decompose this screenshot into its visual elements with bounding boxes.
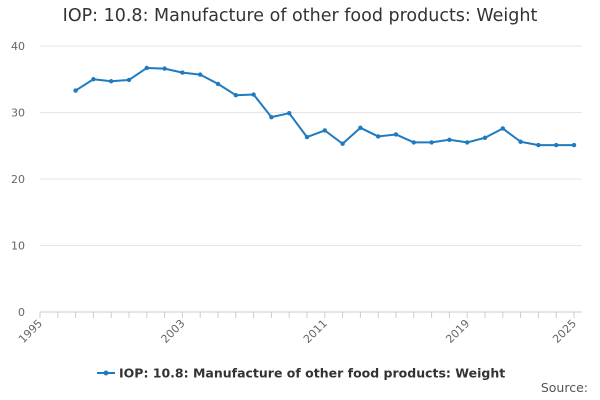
x-tick-label-2003: 2003 [159, 317, 188, 346]
y-tick-label-40: 40 [11, 40, 25, 53]
x-tick-label-1995: 1995 [16, 317, 45, 346]
data-point-2004[interactable] [198, 72, 203, 77]
x-tick-label-2011: 2011 [301, 317, 330, 346]
data-point-2017[interactable] [429, 140, 434, 145]
data-point-2022[interactable] [518, 139, 523, 144]
data-point-2020[interactable] [482, 135, 488, 140]
y-tick-label-0: 0 [18, 306, 25, 319]
data-point-2009[interactable] [287, 110, 292, 116]
y-tick-label-10: 10 [11, 240, 25, 253]
data-point-2013[interactable] [358, 125, 363, 130]
data-point-2006[interactable] [233, 93, 238, 98]
chart-title: IOP: 10.8: Manufacture of other food pro… [62, 6, 538, 26]
data-point-2010[interactable] [304, 134, 310, 140]
data-point-2005[interactable] [215, 81, 221, 87]
data-point-2012[interactable] [340, 141, 345, 146]
data-point-2018[interactable] [447, 137, 452, 142]
data-point-2000[interactable] [126, 77, 132, 83]
legend[interactable]: IOP: 10.8: Manufacture of other food pro… [97, 366, 505, 381]
data-point-2008[interactable] [269, 114, 274, 120]
series-layer [73, 65, 577, 148]
data-point-2025[interactable] [571, 142, 577, 148]
data-point-2002[interactable] [162, 66, 167, 71]
data-point-1999[interactable] [109, 79, 114, 84]
y-tick-label-20: 20 [11, 173, 25, 186]
x-tick-label-2019: 2019 [443, 317, 472, 346]
data-point-1998[interactable] [91, 77, 96, 82]
legend-entry-label[interactable]: IOP: 10.8: Manufacture of other food pro… [119, 366, 505, 381]
data-point-2019[interactable] [465, 140, 470, 145]
data-point-2007[interactable] [251, 92, 256, 97]
x-tick-label-2025: 2025 [550, 317, 579, 346]
data-point-2021[interactable] [500, 126, 505, 131]
data-point-2024[interactable] [554, 142, 559, 148]
axes: 0 10 20 30 40 1995 2003 2011 2019 2025 [11, 40, 579, 346]
legend-swatch-marker [103, 370, 109, 376]
y-tick-label-30: 30 [11, 107, 25, 120]
data-point-2016[interactable] [411, 140, 416, 145]
data-point-1997[interactable] [73, 88, 78, 93]
series-line-0 [75, 66, 574, 147]
data-point-2023[interactable] [536, 142, 541, 148]
data-point-2001[interactable] [144, 65, 149, 71]
gridlines [40, 45, 582, 313]
data-point-2014[interactable] [376, 134, 381, 139]
data-point-2015[interactable] [393, 132, 399, 137]
data-point-2011[interactable] [322, 128, 327, 133]
data-point-2003[interactable] [180, 70, 185, 75]
source-label: Source: [540, 380, 588, 395]
